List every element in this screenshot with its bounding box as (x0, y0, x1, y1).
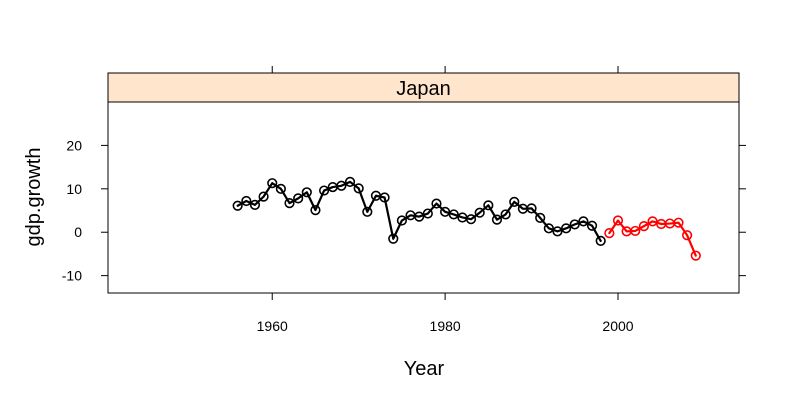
series-point (535, 212, 546, 224)
series-point (293, 193, 304, 204)
series-point (448, 209, 459, 220)
series-point (690, 250, 701, 261)
series-point (526, 203, 537, 214)
series-point (552, 226, 563, 237)
y-tick-label: -10 (62, 268, 82, 284)
series-point (284, 198, 295, 209)
series-point (561, 223, 572, 234)
series-point (379, 192, 390, 203)
series-point (396, 215, 407, 226)
series-point (569, 219, 580, 230)
x-tick-label: 1980 (430, 318, 461, 334)
series-point (474, 207, 485, 218)
series-line-1 (236, 180, 602, 243)
series-point (604, 227, 615, 239)
x-tick-label: 2000 (602, 318, 633, 334)
series-point (612, 215, 624, 226)
series-point (362, 206, 373, 217)
series-point (431, 198, 442, 209)
series-point (586, 220, 598, 231)
x-tick-label: 1960 (257, 318, 288, 334)
x-axis: 1960 1980 2000 (257, 66, 634, 334)
series-point (638, 221, 650, 232)
y-tick-label: 20 (66, 137, 82, 153)
y-tick-label: 0 (74, 224, 82, 240)
series-point (673, 217, 684, 228)
series-point (595, 235, 606, 247)
series-point (630, 225, 641, 237)
series-point (258, 191, 269, 202)
series-point (275, 183, 286, 194)
series-point (353, 183, 364, 194)
series-point (241, 195, 252, 207)
series-point (318, 185, 330, 196)
panel-title: Japan (396, 78, 451, 100)
series-point (249, 199, 261, 210)
series-layer (232, 176, 701, 261)
series-point (267, 178, 278, 189)
y-tick-label: 10 (66, 181, 82, 197)
plot-frame (107, 101, 740, 294)
series-point (543, 223, 554, 234)
series-point (682, 230, 693, 241)
series-point (500, 209, 511, 220)
series-point (232, 200, 243, 211)
series-point (422, 208, 433, 219)
series-point (483, 200, 494, 211)
series-point (336, 180, 347, 191)
series-point (301, 187, 312, 198)
series-point (491, 214, 503, 225)
y-axis-title: gdp.growth (23, 148, 45, 247)
series-point (388, 233, 399, 244)
series-point (310, 204, 321, 216)
series-point (465, 214, 477, 225)
x-axis-title: Year (404, 358, 445, 380)
series-point (414, 211, 425, 222)
series-point (344, 176, 356, 187)
y-axis: -10 0 10 20 (62, 137, 746, 284)
strip-background (107, 72, 740, 103)
series-point (578, 216, 589, 227)
series-point (509, 196, 520, 207)
